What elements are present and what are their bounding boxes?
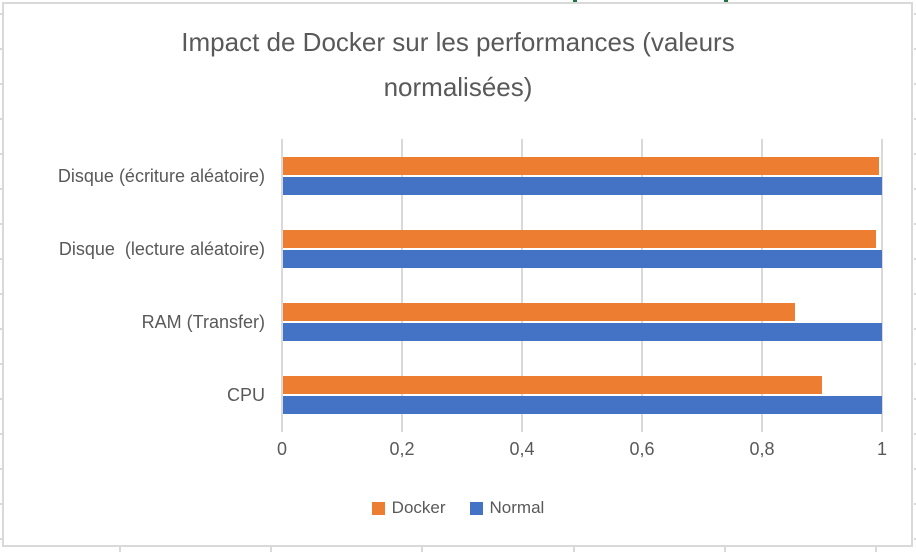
row-gridline-stub: [913, 13, 916, 15]
row-gridline-stub: [913, 503, 916, 505]
legend-item-docker: Docker: [371, 498, 446, 517]
column-gridline-stub: [875, 547, 877, 552]
row-gridline-stub: [913, 433, 916, 435]
row-gridline-stub: [0, 118, 3, 120]
category-label: RAM (Transfer): [141, 312, 265, 332]
legend-swatch-icon: [469, 501, 483, 515]
row-gridline-stub: [0, 188, 3, 190]
row-gridline-stub: [913, 153, 916, 155]
category-label: Disque (lecture aléatoire): [58, 239, 265, 259]
x-tick-label: 0,2: [389, 439, 415, 459]
row-gridline-stub: [913, 363, 916, 365]
bar-normal-3: [283, 396, 882, 414]
x-tick-label: 0,6: [629, 439, 655, 459]
bar-docker-2: [283, 303, 795, 321]
column-gridline-stub: [724, 547, 726, 552]
bar-normal-1: [283, 250, 882, 268]
column-gridline-stub: [573, 547, 575, 552]
row-gridline-stub: [0, 258, 3, 260]
category-label: Disque (écriture aléatoire): [57, 166, 265, 186]
column-gridline-stub: [421, 547, 423, 552]
bar-docker-0: [283, 157, 879, 175]
gridline: [881, 139, 883, 432]
legend-label: Docker: [391, 498, 446, 517]
row-gridline-stub: [913, 468, 916, 470]
bar-normal-2: [283, 323, 882, 341]
x-tick-label: 0: [276, 439, 287, 459]
row-gridline-stub: [913, 538, 916, 540]
gridline: [521, 139, 523, 432]
row-gridline-stub: [913, 188, 916, 190]
row-gridline-stub: [0, 83, 3, 85]
row-gridline-stub: [0, 538, 3, 540]
green-cell-border-mark: [573, 0, 577, 2]
legend-swatch-icon: [371, 501, 385, 515]
row-gridline-stub: [0, 293, 3, 295]
bar-normal-0: [283, 177, 882, 195]
row-gridline-stub: [0, 433, 3, 435]
row-gridline-stub: [0, 503, 3, 505]
x-tick-label: 0,8: [749, 439, 775, 459]
row-gridline-stub: [913, 293, 916, 295]
chart-legend: Docker Normal: [0, 499, 916, 517]
bar-docker-3: [283, 376, 822, 394]
row-gridline-stub: [913, 223, 916, 225]
row-gridline-stub: [0, 328, 3, 330]
row-gridline-stub: [913, 83, 916, 85]
row-gridline-stub: [913, 258, 916, 260]
x-tick-label: 1: [876, 439, 887, 459]
row-gridline-stub: [0, 398, 3, 400]
row-gridline-stub: [0, 48, 3, 50]
row-gridline-stub: [913, 328, 916, 330]
category-label: CPU: [226, 385, 265, 405]
column-gridline-stub: [119, 547, 121, 552]
row-gridline-stub: [0, 468, 3, 470]
gridline: [401, 139, 403, 432]
row-gridline-stub: [0, 363, 3, 365]
gridline: [761, 139, 763, 432]
row-gridline-stub: [913, 48, 916, 50]
row-gridline-stub: [913, 398, 916, 400]
legend-item-normal: Normal: [469, 498, 545, 517]
column-gridline-stub: [270, 547, 272, 552]
gridline: [641, 139, 643, 432]
bar-docker-1: [283, 230, 876, 248]
chart-title-text: Impact de Docker sur les performances (v…: [181, 27, 735, 102]
chart-title: Impact de Docker sur les performances (v…: [0, 20, 916, 110]
row-gridline-stub: [0, 13, 3, 15]
value-axis-line: [281, 139, 283, 432]
legend-label: Normal: [489, 498, 545, 517]
row-gridline-stub: [913, 118, 916, 120]
x-tick-label: 0,4: [509, 439, 535, 459]
row-gridline-stub: [0, 223, 3, 225]
green-cell-border-mark: [724, 0, 728, 2]
row-gridline-stub: [0, 153, 3, 155]
